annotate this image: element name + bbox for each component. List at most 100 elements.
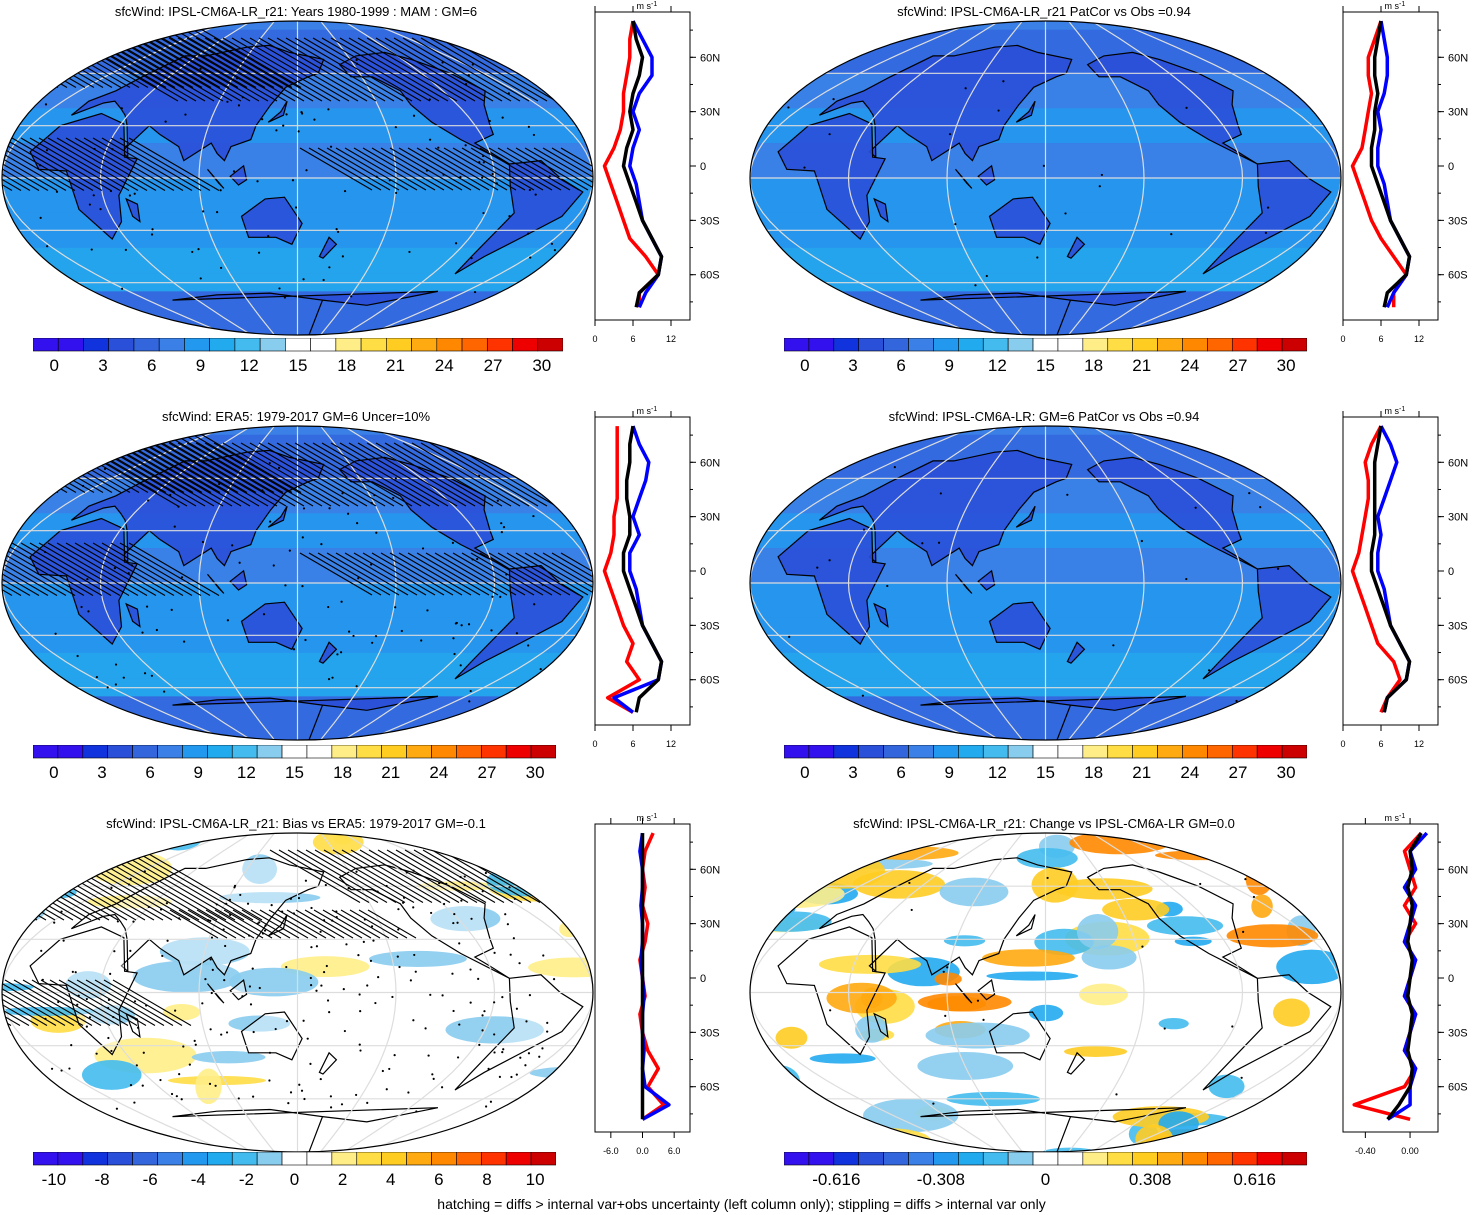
hatch-line [189,27,293,88]
stipple-dot [215,211,219,214]
stipple-dot [359,1049,362,1052]
hatch-line [305,849,397,903]
stipple-dot [233,884,237,887]
stipple-dot [57,1000,60,1004]
stipple-dot [374,1001,377,1005]
colorbar-swatch [982,1152,1009,1166]
hatch-line [362,147,436,191]
hatch-line [29,137,121,191]
stipple-dot [362,940,365,943]
stipple-dot [302,1019,305,1022]
hatch-line [407,552,481,596]
stipple-dot [501,116,504,119]
stipple-dot [491,595,494,598]
hatch-line [295,909,345,939]
zonal-series-red [602,426,642,714]
colorbar-swatch [306,745,333,759]
colorbar-tick-label: 30 [525,763,545,782]
zonal-unit-label: m s-1 [1385,406,1406,416]
hatch-line [101,542,193,596]
colorbar-swatch [1231,745,1258,759]
hatch-line [452,552,526,596]
stipple-dot [241,995,244,998]
zonal-series-blue [1376,20,1412,309]
stipple-dot [467,623,471,626]
stipple-dot [937,541,941,544]
colorbar [33,1152,556,1166]
colorbar-swatch [356,745,382,759]
hatch-line [2,137,76,191]
colorbar-swatch [1132,1152,1158,1166]
colorbar-tick-label: 0 [800,356,810,375]
stipple-dot [788,635,791,638]
colorbar-swatch [883,1152,909,1166]
hatch-line [367,909,417,939]
zonal-ytick-label: 30N [700,107,720,119]
coastline [777,926,887,1056]
stipple-dot [388,1067,391,1071]
colorbar-swatch [1132,745,1158,759]
zonal-ytick-label: 0 [1448,566,1454,578]
stipple-dot [375,531,378,534]
hatch-line [349,909,399,939]
hatch-line [171,27,275,88]
hatch-line [353,147,427,191]
hatch-line [341,849,433,903]
stipple-dot [803,166,806,169]
stipple-dot [111,148,114,151]
hatch-line [258,442,368,507]
stipple-dot [527,232,530,235]
colorbar-labels: -10 -8 -6 -4 -2 0 2 4 6 8 10 [33,1170,556,1192]
stipple-dot [268,1079,271,1082]
hatch-line [222,442,332,507]
stipple-dot [373,494,376,497]
colorbar-swatch [1281,338,1307,352]
colorbar-swatch [537,338,563,352]
colorbar-swatch [1107,338,1133,352]
hatch-line [198,27,302,88]
stipple-dot [71,477,74,480]
colorbar-swatch [256,745,283,759]
hatch-line [335,552,409,596]
zonal-frame [1342,11,1439,321]
coastline [267,100,288,123]
stipple-dot [536,889,539,892]
stipple-dot [500,531,503,534]
stipple-dot [432,1077,435,1080]
stipple-dot [256,180,259,183]
stipple-dot [944,1014,947,1017]
stipple-dot [1207,669,1211,672]
hatch-line [177,37,287,102]
stipple-dot [528,994,532,997]
stipple-dot [355,62,359,65]
hatch-line [303,442,413,507]
map [1,832,594,1153]
colorbar-tick-label: 9 [193,763,203,782]
stipple-dot [180,576,184,579]
coastline [1015,914,1036,937]
hatch-line [2,432,32,493]
hatch-line [551,147,593,191]
zonal-ytick-label: 60N [1448,457,1468,469]
hatch-line [2,979,48,1026]
stipple-dot [129,949,132,952]
stipple-dot [1231,1025,1234,1028]
colorbar [784,338,1307,352]
hatch-line [141,849,263,921]
hatch-line [389,552,463,596]
stipple-dot [541,1047,544,1050]
colorbar-tick-label: 18 [333,763,353,782]
stippling [788,466,1280,703]
stipple-dot [326,999,330,1002]
colorbar-tick-label: 12 [236,763,256,782]
colorbar-labels: 0 3 6 9 12 15 18 21 24 27 30 [33,763,556,785]
zonal-series-black [1369,425,1412,713]
zonal-xtick-label: 0 [592,739,597,749]
stipple-dot [248,985,252,988]
colorbar-swatch [1132,338,1158,352]
stipple-dot [542,954,545,957]
zonal-mean-plot: m s-1 60N 30N 0 30S 60S -0.40 0.00 [1342,813,1468,1156]
hatch-line [2,432,50,493]
stipple-dot [335,910,338,913]
stipple-dot [1185,106,1188,109]
